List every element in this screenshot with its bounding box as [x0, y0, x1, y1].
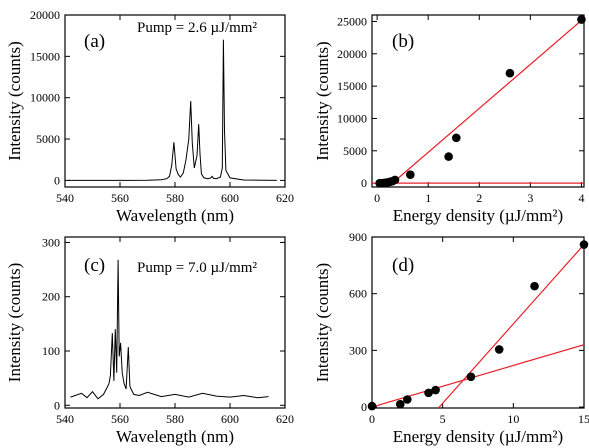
y-tick-label: 15000: [337, 79, 367, 93]
y-tick-label: 200: [42, 290, 60, 304]
y-tick-label: 0: [361, 176, 367, 190]
data-point: [424, 388, 433, 398]
data-point: [494, 345, 504, 354]
x-tick-label: 0: [374, 191, 380, 205]
x-tick-label: 620: [276, 412, 294, 426]
y-tick-label: 15000: [30, 49, 60, 63]
x-tick-label: 2: [476, 191, 482, 205]
plot-frame: [371, 14, 585, 188]
x-tick-label: 600: [221, 412, 239, 426]
x-tick-label: 560: [111, 191, 129, 205]
data-point: [431, 385, 440, 395]
y-tick-label: 600: [349, 287, 367, 301]
spectrum-line: [70, 259, 269, 400]
data-point: [390, 175, 400, 185]
y-tick-label: 100: [42, 344, 60, 358]
x-tick-label: 560: [111, 412, 129, 426]
x-tick-label: 580: [166, 191, 184, 205]
x-axis-label: Wavelength (nm): [116, 206, 234, 225]
data-point: [406, 170, 415, 180]
y-tick-label: 900: [349, 230, 367, 244]
x-tick-label: 10: [507, 412, 519, 426]
x-tick-label: 15: [578, 412, 589, 426]
y-tick-label: 5000: [36, 132, 60, 146]
x-tick-label: 5: [440, 412, 446, 426]
data-point: [577, 15, 586, 24]
panel-label: (b): [392, 31, 414, 52]
panel-c: 540 560 580 600 620 0 100 200 300 Wavelength (nm)…: [5, 235, 294, 446]
data-point: [579, 240, 589, 249]
x-axis-label: Wavelength (nm): [116, 427, 234, 446]
x-tick-label: 600: [221, 191, 239, 205]
data-point: [451, 133, 461, 143]
y-tick-label: 20000: [337, 47, 367, 61]
fit-line: [392, 17, 584, 184]
y-tick-label: 300: [42, 235, 60, 249]
plot-frame: [371, 236, 585, 409]
panel-d: 0 5 10 15 0 300 600 900 Energy density (µJ/mm²) I…: [313, 230, 589, 446]
x-tick-label: 4: [578, 191, 584, 205]
x-tick-label: 1: [425, 191, 431, 205]
y-tick-label: 0: [54, 173, 60, 187]
y-tick-label: 25000: [337, 14, 367, 28]
pump-annotation: Pump = 7.0 µJ/mm²: [137, 260, 257, 276]
x-tick-label: 620: [276, 191, 294, 205]
x-axis-label: Energy density (µJ/mm²): [393, 206, 563, 225]
data-point: [444, 152, 453, 161]
pump-annotation: Pump = 2.6 µJ/mm²: [137, 20, 257, 36]
y-tick-label: 300: [349, 343, 367, 357]
fit-line: [437, 244, 584, 408]
x-axis-label: Energy density (µJ/mm²): [393, 427, 563, 446]
y-axis-label: Intensity (counts): [313, 41, 332, 160]
x-tick-label: 540: [56, 191, 74, 205]
y-axis-label: Intensity (counts): [5, 41, 24, 160]
y-tick-label: 0: [361, 400, 367, 414]
x-tick-label: 540: [56, 412, 74, 426]
spectrum-line: [67, 39, 277, 181]
y-axis-label: Intensity (counts): [313, 263, 332, 382]
y-tick-label: 5000: [343, 144, 367, 158]
x-tick-label: 580: [166, 412, 184, 426]
data-point: [530, 281, 539, 291]
y-tick-label: 10000: [337, 111, 367, 125]
data-point: [505, 68, 515, 78]
data-point: [367, 401, 377, 411]
y-axis-label: Intensity (counts): [5, 263, 24, 382]
y-tick-label: 10000: [30, 91, 60, 105]
y-tick-label: 20000: [30, 8, 60, 22]
panel-label: (a): [84, 31, 105, 52]
data-point: [395, 399, 405, 409]
x-tick-label: 3: [527, 191, 533, 205]
data-point: [403, 395, 412, 404]
data-point: [466, 372, 476, 382]
panel-a: 540 560 580 600 620 0 5000 10000 15000 20000 Wavel…: [5, 8, 294, 225]
panel-label: (c): [84, 255, 105, 276]
panel-b: 0 1 2 3 4 0 5000 10000 15000 20000 25000 Energy den…: [313, 14, 586, 225]
panel-label: (d): [392, 255, 414, 276]
x-tick-label: 0: [369, 412, 375, 426]
y-tick-label: 0: [54, 398, 60, 412]
